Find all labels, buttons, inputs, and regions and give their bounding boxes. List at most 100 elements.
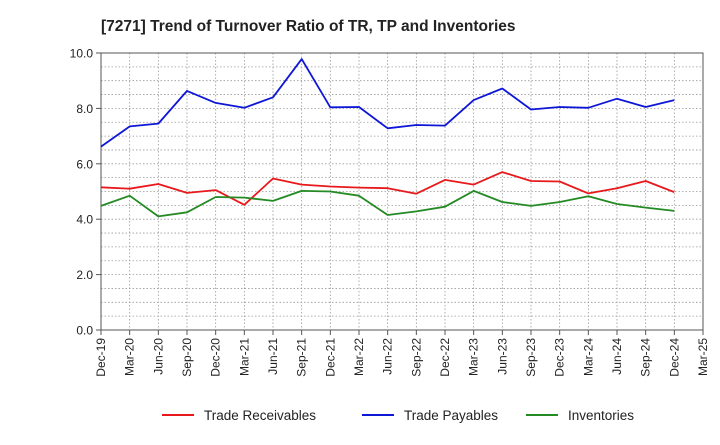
data-point: Inventories Jun-23: 4.62 [501,200,505,204]
x-tick-label: Dec-21 [323,338,337,377]
data-point: Inventories Jun-22: 4.15 [386,213,390,217]
data-point: Trade Receivables Jun-22: 5.12 [386,186,390,190]
legend: Trade Receivables Trade Payables Inventori… [162,408,634,423]
plot-frame [100,52,704,331]
x-tick-label: Sep-20 [180,338,194,377]
series-line [100,171,675,206]
data-point: Inventories Sep-22: 4.28 [415,210,419,214]
x-tick-label: Sep-24 [639,338,653,377]
series-lines: Trade Receivables Dec-19: 5.15 Trade Rece… [99,57,677,219]
data-point: Inventories Mar-20: 4.85 [128,194,132,198]
data-point: Trade Payables Sep-20: 8.63 [185,89,189,93]
data-point: Trade Receivables Jun-24: 5.12 [615,186,619,190]
data-point: Inventories Dec-20: 4.8 [214,195,218,199]
data-point: Trade Payables Sep-24: 8.05 [644,105,648,109]
data-point: Inventories Dec-22: 4.45 [443,205,447,209]
x-tick-label: Dec-23 [553,338,567,377]
data-point: Trade Receivables Sep-22: 4.92 [415,192,419,196]
x-tick-label: Jun-22 [381,338,395,375]
data-point: Trade Payables Jun-21: 8.4 [271,96,275,100]
x-tick-label: Sep-22 [409,338,423,377]
data-point: Trade Receivables Sep-20: 4.95 [185,191,189,195]
data-point: Trade Payables Mar-23: 8.3 [472,98,476,102]
x-tick-label: Dec-24 [667,338,681,377]
data-point: Inventories Dec-23: 4.62 [558,200,562,204]
x-tick-label: Mar-23 [467,338,481,376]
data-point: Trade Receivables Jun-21: 5.47 [271,177,275,181]
data-point: Trade Payables Sep-22: 7.4 [415,123,419,127]
x-tick-label: Dec-19 [94,338,108,377]
data-point: Inventories Dec-19: 4.48 [99,204,103,208]
series-line [100,58,675,148]
x-tick-label: Jun-21 [266,338,280,375]
data-point: Trade Payables Jun-22: 7.28 [386,127,390,131]
x-tick-label: Mar-24 [581,338,595,376]
data-point: Inventories Mar-22: 4.85 [357,194,361,198]
data-point: Trade Payables Dec-22: 7.38 [443,124,447,128]
series-line [100,189,675,218]
data-point: Trade Receivables Dec-21: 5.18 [329,185,333,189]
data-point: Inventories Dec-21: 5 [329,190,333,194]
data-point: Trade Receivables Dec-20: 5.05 [214,188,218,192]
data-point: Trade Receivables Mar-23: 5.25 [472,183,476,187]
data-point: Trade Payables Sep-21: 9.78 [300,57,304,61]
data-point: Inventories Mar-23: 5.02 [472,189,476,193]
axes: 0.0 2.0 4.0 6.0 8.0 10.0 Dec-19 Mar-20 Jun-20 Sep… [70,47,710,377]
data-point: Trade Receivables Jun-20: 5.27 [157,182,161,186]
y-tick-label: 0.0 [76,324,93,338]
x-tick-label: Mar-22 [352,338,366,376]
chart-title: [7271] Trend of Turnover Ratio of TR, TP… [101,18,516,35]
legend-label: Trade Receivables [204,408,316,423]
data-point: Trade Receivables Sep-21: 5.25 [300,183,304,187]
data-point: Inventories Sep-23: 4.48 [529,204,533,208]
data-point: Inventories Sep-24: 4.42 [644,206,648,210]
data-point: Inventories Mar-24: 4.83 [587,194,591,198]
x-tick-label: Dec-20 [209,338,223,377]
x-tick-label: Jun-24 [610,338,624,375]
x-tick-label: Mar-21 [237,338,251,376]
data-point: Inventories Dec-24: 4.3 [673,209,677,213]
data-point: Inventories Jun-20: 4.1 [157,215,161,219]
data-point: Trade Payables Jun-24: 8.35 [615,97,619,101]
data-point: Trade Receivables Dec-19: 5.15 [99,186,103,190]
y-tick-label: 4.0 [76,213,93,227]
data-point: Trade Payables Dec-21: 8.04 [329,105,333,109]
legend-label: Trade Payables [404,408,498,423]
data-point: Trade Receivables Dec-24: 4.98 [673,190,677,194]
legend-label: Inventories [568,408,634,423]
data-point: Inventories Mar-21: 4.78 [243,196,247,200]
data-point: Trade Payables Mar-24: 8.02 [587,106,591,110]
x-tick-label: Jun-23 [495,338,509,375]
data-point: Trade Receivables Sep-24: 5.38 [644,179,648,183]
x-tick-label: Mar-20 [123,338,137,376]
data-point: Trade Receivables Dec-22: 5.42 [443,178,447,182]
data-point: Trade Payables Mar-21: 8.02 [243,106,247,110]
data-point: Trade Receivables Sep-23: 5.38 [529,179,533,183]
data-point: Trade Payables Jun-23: 8.72 [501,87,505,91]
data-point: Trade Payables Dec-19: 6.62 [99,145,103,149]
y-tick-label: 2.0 [76,268,93,282]
x-tick-label: Sep-23 [524,338,538,377]
data-point: Trade Payables Dec-23: 8.05 [558,105,562,109]
data-point: Trade Receivables Dec-23: 5.36 [558,180,562,184]
data-point: Inventories Jun-21: 4.66 [271,199,275,203]
data-point: Inventories Sep-20: 4.25 [185,210,189,214]
x-tick-label: Sep-21 [295,338,309,377]
data-point: Trade Receivables Mar-22: 5.14 [357,186,361,190]
data-point: Inventories Jun-24: 4.55 [615,202,619,206]
data-point: Trade Payables Mar-22: 8.05 [357,105,361,109]
data-point: Trade Receivables Mar-20: 5.1 [128,187,132,191]
data-point: Inventories Sep-21: 5.02 [300,189,304,193]
data-point: Trade Payables Sep-23: 7.96 [529,108,533,112]
x-tick-label: Dec-22 [438,338,452,377]
data-point: Trade Payables Dec-24: 8.3 [673,98,677,102]
data-point: Trade Payables Mar-20: 7.35 [128,125,132,129]
y-tick-label: 8.0 [76,102,93,116]
data-point: Trade Payables Jun-20: 7.45 [157,122,161,126]
data-point: Trade Receivables Mar-21: 4.52 [243,203,247,207]
x-tick-label: Mar-25 [696,338,710,376]
y-tick-label: 10.0 [70,47,94,61]
y-tick-label: 6.0 [76,157,93,171]
